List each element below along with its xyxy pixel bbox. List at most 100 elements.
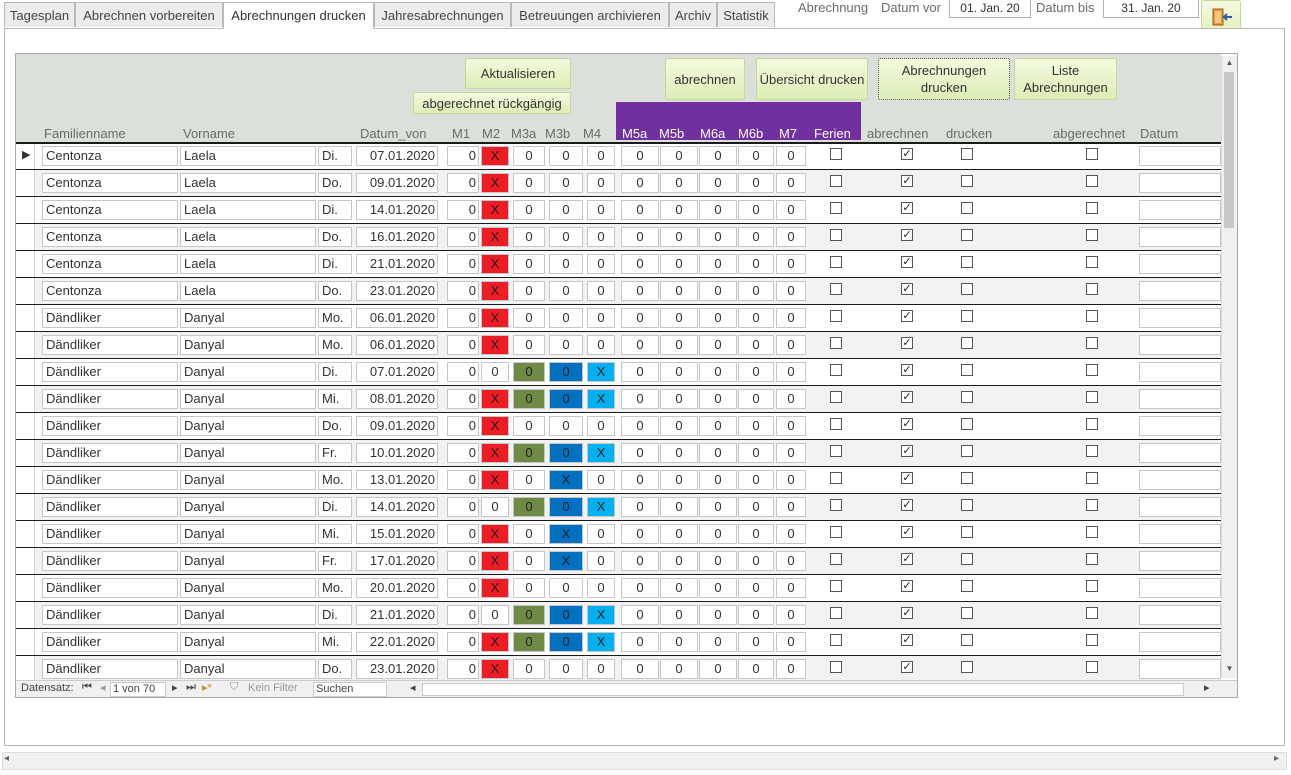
m6b-field[interactable]: 0	[738, 443, 774, 463]
m3a-field[interactable]: 0	[513, 254, 545, 274]
datum-field[interactable]	[1139, 551, 1221, 571]
m3b-field[interactable]: 0	[549, 497, 583, 517]
m4-field[interactable]: X	[587, 632, 615, 652]
vorname-field[interactable]: Laela	[180, 173, 316, 193]
m2-field[interactable]: X	[481, 146, 509, 166]
m3b-field[interactable]: 0	[549, 308, 583, 328]
m6a-field[interactable]: 0	[699, 443, 737, 463]
m6a-field[interactable]: 0	[699, 254, 737, 274]
m6a-field[interactable]: 0	[699, 551, 737, 571]
m6b-field[interactable]: 0	[738, 524, 774, 544]
m5a-field[interactable]: 0	[621, 551, 659, 571]
abgerechnet-checkbox[interactable]	[1086, 553, 1098, 565]
vorname-field[interactable]: Laela	[180, 281, 316, 301]
abrechnen-checkbox[interactable]: ✓	[901, 661, 913, 673]
familienname-field[interactable]: Dändliker	[42, 308, 178, 328]
familienname-field[interactable]: Centonza	[42, 146, 178, 166]
m4-field[interactable]: 0	[587, 524, 615, 544]
datum-field[interactable]	[1139, 389, 1221, 409]
m1-field[interactable]: 0	[447, 443, 479, 463]
m3a-field[interactable]: 0	[513, 497, 545, 517]
drucken-checkbox[interactable]	[961, 148, 973, 160]
wochentag-field[interactable]: Mi.	[318, 524, 352, 544]
m2-field[interactable]: X	[481, 281, 509, 301]
abrechnen-checkbox[interactable]: ✓	[901, 580, 913, 592]
m4-field[interactable]: X	[587, 389, 615, 409]
record-selector[interactable]	[16, 305, 35, 332]
familienname-field[interactable]: Dändliker	[42, 551, 178, 571]
wochentag-field[interactable]: Mo.	[318, 470, 352, 490]
drucken-checkbox[interactable]	[961, 661, 973, 673]
m5b-field[interactable]: 0	[660, 524, 698, 544]
wochentag-field[interactable]: Mi.	[318, 632, 352, 652]
m6b-field[interactable]: 0	[738, 335, 774, 355]
m4-field[interactable]: 0	[587, 308, 615, 328]
m6b-field[interactable]: 0	[738, 362, 774, 382]
datum-field[interactable]	[1139, 497, 1221, 517]
familienname-field[interactable]: Dändliker	[42, 659, 178, 679]
m5a-field[interactable]: 0	[621, 308, 659, 328]
familienname-field[interactable]: Centonza	[42, 254, 178, 274]
m6a-field[interactable]: 0	[699, 389, 737, 409]
abgerechnet-checkbox[interactable]	[1086, 337, 1098, 349]
datum-von-field[interactable]: 14.01.2020	[356, 200, 438, 220]
abrechnen-checkbox[interactable]: ✓	[901, 148, 913, 160]
m3a-field[interactable]: 0	[513, 524, 545, 544]
datum-field[interactable]	[1139, 308, 1221, 328]
m2-field[interactable]: X	[481, 470, 509, 490]
m4-field[interactable]: 0	[587, 254, 615, 274]
m1-field[interactable]: 0	[447, 281, 479, 301]
record-position-field[interactable]: 1 von 70	[110, 682, 166, 697]
vorname-field[interactable]: Danyal	[180, 416, 316, 436]
vorname-field[interactable]: Danyal	[180, 308, 316, 328]
m5a-field[interactable]: 0	[621, 470, 659, 490]
ferien-checkbox[interactable]	[830, 472, 842, 484]
tab-abrechnungen-drucken[interactable]: Abrechnungen drucken	[223, 2, 374, 29]
ferien-checkbox[interactable]	[830, 607, 842, 619]
m2-field[interactable]: X	[481, 524, 509, 544]
m7-field[interactable]: 0	[776, 335, 806, 355]
abrechnen-checkbox[interactable]: ✓	[901, 175, 913, 187]
abgerechnet-checkbox[interactable]	[1086, 634, 1098, 646]
datum-von-field[interactable]: 15.01.2020	[356, 524, 438, 544]
abrechnen-checkbox[interactable]: ✓	[901, 310, 913, 322]
m5a-field[interactable]: 0	[621, 524, 659, 544]
record-selector[interactable]	[16, 386, 35, 413]
m5a-field[interactable]: 0	[621, 200, 659, 220]
m7-field[interactable]: 0	[776, 632, 806, 652]
abgerechnet-checkbox[interactable]	[1086, 580, 1098, 592]
familienname-field[interactable]: Dändliker	[42, 389, 178, 409]
abrechnen-checkbox[interactable]: ✓	[901, 553, 913, 565]
m3a-field[interactable]: 0	[513, 335, 545, 355]
m2-field[interactable]: 0	[481, 362, 509, 382]
m4-field[interactable]: 0	[587, 578, 615, 598]
m4-field[interactable]: 0	[587, 173, 615, 193]
m3a-field[interactable]: 0	[513, 227, 545, 247]
m6b-field[interactable]: 0	[738, 632, 774, 652]
m5a-field[interactable]: 0	[621, 659, 659, 679]
m6b-field[interactable]: 0	[738, 281, 774, 301]
record-selector[interactable]	[16, 602, 35, 629]
wochentag-field[interactable]: Do.	[318, 416, 352, 436]
m3b-field[interactable]: 0	[549, 443, 583, 463]
datum-von-field[interactable]: 22.01.2020	[356, 632, 438, 652]
m1-field[interactable]: 0	[447, 254, 479, 274]
scroll-thumb[interactable]	[1224, 72, 1234, 228]
abrechnen-checkbox[interactable]: ✓	[901, 364, 913, 376]
m7-field[interactable]: 0	[776, 605, 806, 625]
familienname-field[interactable]: Dändliker	[42, 470, 178, 490]
datum-field[interactable]	[1139, 416, 1221, 436]
abgerechnet-checkbox[interactable]	[1086, 256, 1098, 268]
first-record-icon[interactable]: ⏮	[82, 681, 92, 693]
datum-von-field[interactable]: 10.01.2020	[356, 443, 438, 463]
m3b-field[interactable]: X	[549, 470, 583, 490]
wochentag-field[interactable]: Di.	[318, 254, 352, 274]
m6a-field[interactable]: 0	[699, 605, 737, 625]
drucken-checkbox[interactable]	[961, 418, 973, 430]
next-record-icon[interactable]: ▸	[172, 682, 178, 694]
m7-field[interactable]: 0	[776, 281, 806, 301]
datum-field[interactable]	[1139, 659, 1221, 679]
m5b-field[interactable]: 0	[660, 551, 698, 571]
m7-field[interactable]: 0	[776, 524, 806, 544]
drucken-checkbox[interactable]	[961, 553, 973, 565]
